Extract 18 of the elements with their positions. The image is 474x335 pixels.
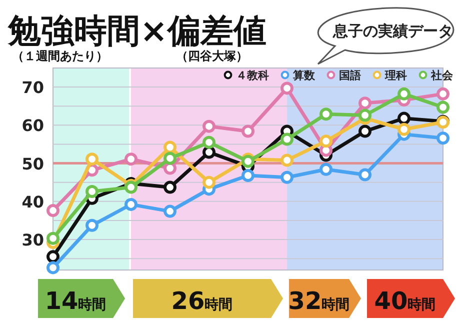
text: 32時間 (288, 287, 350, 315)
text: 14時間 (44, 287, 106, 315)
legend-label: ４教科 (236, 69, 269, 82)
text: 40時間 (374, 287, 436, 315)
y-tick-label: 40 (22, 192, 44, 212)
chart-subtitle: （１週間あたり） (12, 49, 108, 63)
legend-label: 算数 (292, 69, 316, 82)
text: 26時間 (171, 287, 233, 315)
y-tick-label: 60 (22, 116, 44, 136)
text: 息子の実績データ (332, 22, 453, 40)
y-tick-label: 70 (22, 78, 44, 98)
legend-label: 理科 (384, 69, 407, 82)
legend-label: 社会 (430, 69, 454, 82)
text: （四谷大塚） (176, 49, 248, 63)
y-tick-label: 30 (22, 230, 44, 250)
y-tick-label: 50 (22, 154, 44, 174)
chart-title: 勉強時間×偏差値 (7, 11, 267, 50)
legend-label: 国語 (339, 69, 361, 82)
